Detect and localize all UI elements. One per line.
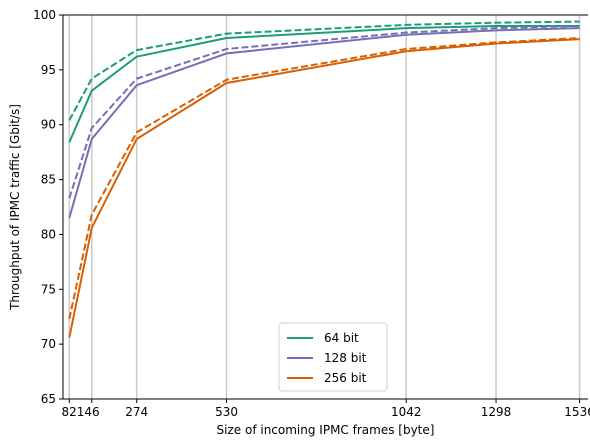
- series-line-6-dashed: [68, 37, 580, 320]
- y-tick-label: 95: [41, 63, 56, 77]
- y-tick-label: 75: [41, 282, 56, 296]
- x-tick-label: 1298: [481, 405, 512, 419]
- legend-label: 128 bit: [324, 351, 367, 365]
- series-line-1: [68, 24, 580, 143]
- y-tick-label: 65: [41, 392, 56, 406]
- legend-label: 256 bit: [324, 371, 367, 385]
- y-axis-ticks: 65 70 75 80 85 90 95 100: [33, 8, 63, 406]
- x-tick-label: 82146: [61, 405, 99, 419]
- y-axis-label: Throughput of IPMC traffic [Gbit/s]: [8, 104, 22, 311]
- legend-label: 64 bit: [324, 331, 359, 345]
- y-tick-label: 85: [41, 173, 56, 187]
- y-tick-label: 100: [33, 8, 56, 22]
- series-lines: [68, 20, 580, 338]
- series-line-4-dashed: [68, 24, 580, 199]
- legend-box: [278, 322, 388, 392]
- series-line-2-dashed: [68, 20, 580, 121]
- y-tick-label: 80: [41, 227, 56, 241]
- x-tick-label: 274: [125, 405, 148, 419]
- series-line-5: [68, 38, 580, 338]
- y-tick-label: 90: [41, 118, 56, 132]
- x-axis-label: Size of incoming IPMC frames [byte]: [217, 423, 435, 437]
- series-line-3: [68, 27, 580, 219]
- legend: 64 bit 128 bit 256 bit: [278, 322, 388, 392]
- axes: [62, 14, 588, 400]
- x-tick-label: 530: [215, 405, 238, 419]
- x-tick-label: 1042: [391, 405, 422, 419]
- y-tick-label: 70: [41, 337, 56, 351]
